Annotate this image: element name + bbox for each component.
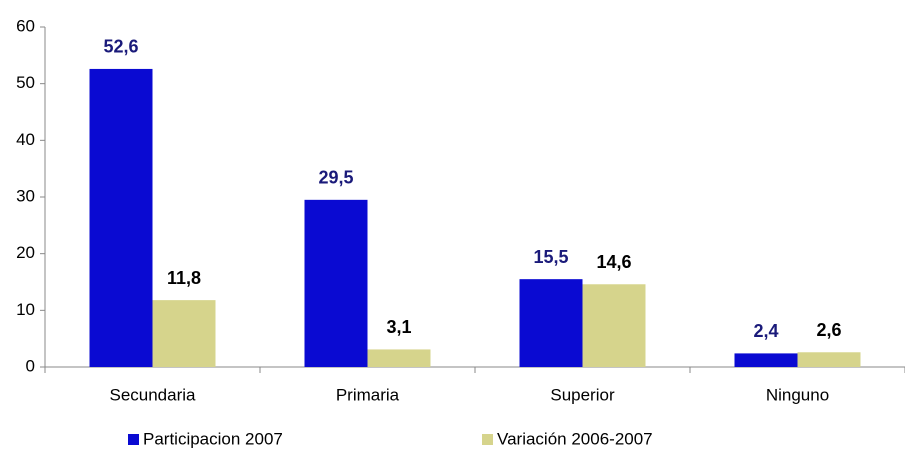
value-label: 15,5: [533, 247, 568, 267]
bar: [582, 284, 646, 367]
y-tick-label: 20: [16, 243, 35, 262]
y-tick-label: 10: [16, 300, 35, 319]
bar: [89, 68, 153, 367]
bar: [734, 353, 798, 367]
y-tick-label: 30: [16, 186, 35, 205]
legend-swatch: [482, 434, 493, 445]
x-tick-label: Ninguno: [766, 385, 829, 404]
bar: [304, 199, 368, 367]
value-label: 11,8: [167, 268, 201, 288]
value-label: 52,6: [103, 37, 138, 57]
value-label: 29,5: [318, 168, 353, 188]
y-tick-label: 60: [16, 16, 35, 35]
y-tick-label: 50: [16, 73, 35, 92]
value-label: 14,6: [596, 252, 631, 272]
value-label: 3,1: [386, 317, 411, 337]
legend-label: Participacion 2007: [143, 429, 283, 448]
bar: [797, 352, 861, 367]
bar: [519, 279, 583, 367]
x-tick-label: Superior: [550, 385, 615, 404]
value-label: 2,4: [753, 321, 778, 341]
y-tick-label: 40: [16, 130, 35, 149]
bar: [152, 300, 216, 367]
legend-label: Variación 2006-2007: [497, 429, 653, 448]
x-tick-label: Secundaria: [109, 385, 196, 404]
bar: [367, 349, 431, 367]
value-label: 2,6: [816, 320, 841, 340]
y-tick-label: 0: [26, 356, 35, 375]
legend-swatch: [128, 434, 139, 445]
x-tick-label: Primaria: [336, 385, 400, 404]
